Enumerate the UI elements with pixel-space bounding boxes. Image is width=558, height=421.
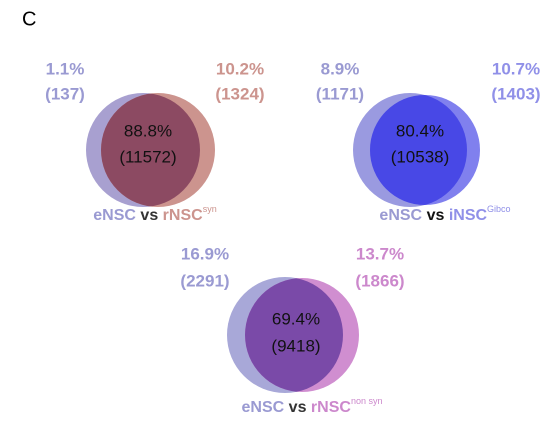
caption-right: rNSC <box>163 207 203 224</box>
right-percent: 10.7% <box>492 59 540 78</box>
left-percent: 8.9% <box>321 59 360 78</box>
caption-right: rNSC <box>311 399 351 416</box>
caption-sup: syn <box>203 204 217 214</box>
caption: eNSC vs iNSCGibco <box>379 204 510 224</box>
right-count: (1866) <box>355 271 404 290</box>
overlap <box>101 93 200 207</box>
caption-left: eNSC <box>379 207 422 224</box>
left-percent: 1.1% <box>46 59 85 78</box>
caption-vs: vs <box>289 399 307 416</box>
caption-right: iNSC <box>449 207 488 224</box>
overlap-percent: 80.4% <box>396 121 444 140</box>
caption-vs: vs <box>140 207 158 224</box>
left-count: (2291) <box>180 271 229 290</box>
overlap <box>245 278 343 392</box>
right-percent: 10.2% <box>216 59 264 78</box>
caption-left: eNSC <box>93 207 136 224</box>
overlap-count: (11572) <box>119 147 176 166</box>
overlap <box>370 95 467 205</box>
overlap-count: (10538) <box>391 147 450 166</box>
panel-label: C <box>22 8 36 30</box>
caption-vs: vs <box>427 207 445 224</box>
left-count: (1171) <box>316 84 364 103</box>
left-percent: 16.9% <box>181 244 229 263</box>
overlap-percent: 69.4% <box>272 309 320 328</box>
overlap-percent: 88.8% <box>124 121 172 140</box>
overlap-count: (9418) <box>271 336 320 355</box>
venn: 8.9% (1171) 10.7% (1403) 80.4% (10538) e… <box>316 59 541 224</box>
caption-sup: Gibco <box>487 204 511 214</box>
caption: eNSC vs rNSCnon syn <box>242 396 383 416</box>
caption-left: eNSC <box>242 399 285 416</box>
right-count: (1324) <box>215 84 264 103</box>
venn: 1.1% (137) 10.2% (1324) 88.8% (11572) eN… <box>45 59 264 224</box>
venn: 16.9% (2291) 13.7% (1866) 69.4% (9418) e… <box>180 244 404 416</box>
left-count: (137) <box>45 84 85 103</box>
caption-sup: non syn <box>351 396 383 406</box>
caption: eNSC vs rNSCsyn <box>93 204 216 224</box>
right-percent: 13.7% <box>356 244 404 263</box>
right-count: (1403) <box>491 84 540 103</box>
